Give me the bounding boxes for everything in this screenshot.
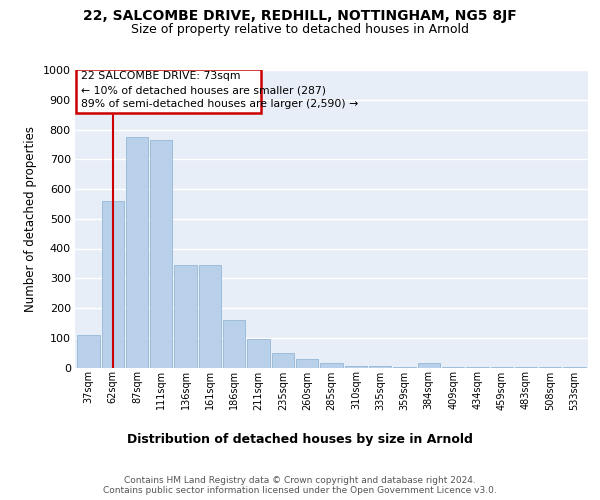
- Bar: [199, 265, 221, 368]
- Bar: [539, 367, 562, 368]
- Bar: [369, 366, 391, 368]
- Bar: [77, 335, 100, 368]
- Text: Size of property relative to detached houses in Arnold: Size of property relative to detached ho…: [131, 22, 469, 36]
- Bar: [442, 367, 464, 368]
- Text: Contains public sector information licensed under the Open Government Licence v3: Contains public sector information licen…: [103, 486, 497, 495]
- Bar: [126, 137, 148, 368]
- Text: 22 SALCOMBE DRIVE: 73sqm: 22 SALCOMBE DRIVE: 73sqm: [81, 72, 241, 82]
- Text: 22, SALCOMBE DRIVE, REDHILL, NOTTINGHAM, NG5 8JF: 22, SALCOMBE DRIVE, REDHILL, NOTTINGHAM,…: [83, 9, 517, 23]
- Bar: [344, 366, 367, 368]
- Text: 89% of semi-detached houses are larger (2,590) →: 89% of semi-detached houses are larger (…: [81, 99, 358, 109]
- Bar: [320, 363, 343, 368]
- Text: Distribution of detached houses by size in Arnold: Distribution of detached houses by size …: [127, 432, 473, 446]
- Y-axis label: Number of detached properties: Number of detached properties: [24, 126, 37, 312]
- Text: Contains HM Land Registry data © Crown copyright and database right 2024.: Contains HM Land Registry data © Crown c…: [124, 476, 476, 485]
- Bar: [515, 367, 537, 368]
- Bar: [223, 320, 245, 368]
- Bar: [247, 339, 270, 368]
- FancyBboxPatch shape: [76, 69, 261, 113]
- Text: ← 10% of detached houses are smaller (287): ← 10% of detached houses are smaller (28…: [81, 85, 326, 95]
- Bar: [150, 140, 172, 368]
- Bar: [466, 367, 488, 368]
- Bar: [393, 366, 416, 368]
- Bar: [296, 358, 319, 368]
- Bar: [563, 367, 586, 368]
- Bar: [272, 352, 294, 368]
- Bar: [101, 201, 124, 368]
- Bar: [418, 363, 440, 368]
- Bar: [491, 367, 513, 368]
- Bar: [175, 265, 197, 368]
